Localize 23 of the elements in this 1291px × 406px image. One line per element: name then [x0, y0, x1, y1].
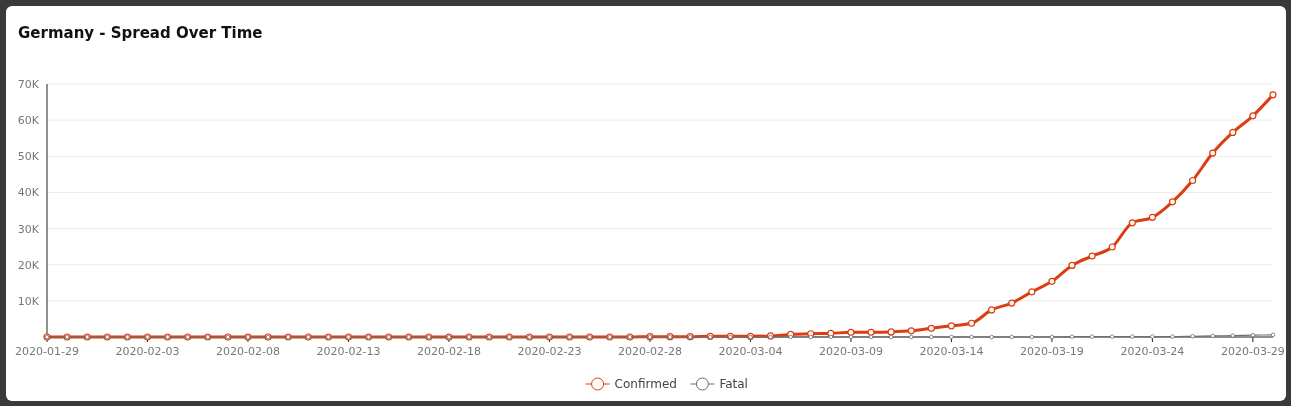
x-tick-label: 2020-03-14 [919, 345, 984, 358]
y-tick-label: 20K [17, 258, 40, 272]
x-tick-label: 2020-03-04 [718, 345, 783, 358]
x-tick-label: 2020-01-29 [15, 345, 79, 358]
y-tick-label: 30K [17, 222, 40, 236]
chart-title: Germany - Spread Over Time [18, 24, 263, 42]
legend-label: Fatal [719, 377, 748, 391]
x-tick-label: 2020-03-09 [818, 345, 883, 358]
x-tick-label: 2020-02-28 [617, 345, 682, 358]
x-tick-label: 2020-02-23 [517, 345, 582, 358]
legend-label: Confirmed [614, 377, 677, 391]
y-tick-label: 50K [17, 150, 40, 164]
y-tick-label: 70K [17, 78, 40, 91]
x-tick-label: 2020-02-18 [417, 345, 481, 358]
x-tick-label: 2020-02-13 [316, 345, 381, 358]
x-tick-label: 2020-03-19 [1019, 345, 1084, 358]
y-tick-label: 60K [17, 114, 40, 128]
y-tick-label: 40K [17, 186, 40, 200]
x-tick-label: 2020-02-03 [115, 345, 180, 358]
y-tick-label: 10K [17, 294, 40, 308]
x-tick-label: 2020-03-29 [1220, 345, 1285, 358]
x-tick-label: 2020-02-08 [216, 345, 280, 358]
x-tick-label: 2020-03-24 [1120, 345, 1185, 358]
